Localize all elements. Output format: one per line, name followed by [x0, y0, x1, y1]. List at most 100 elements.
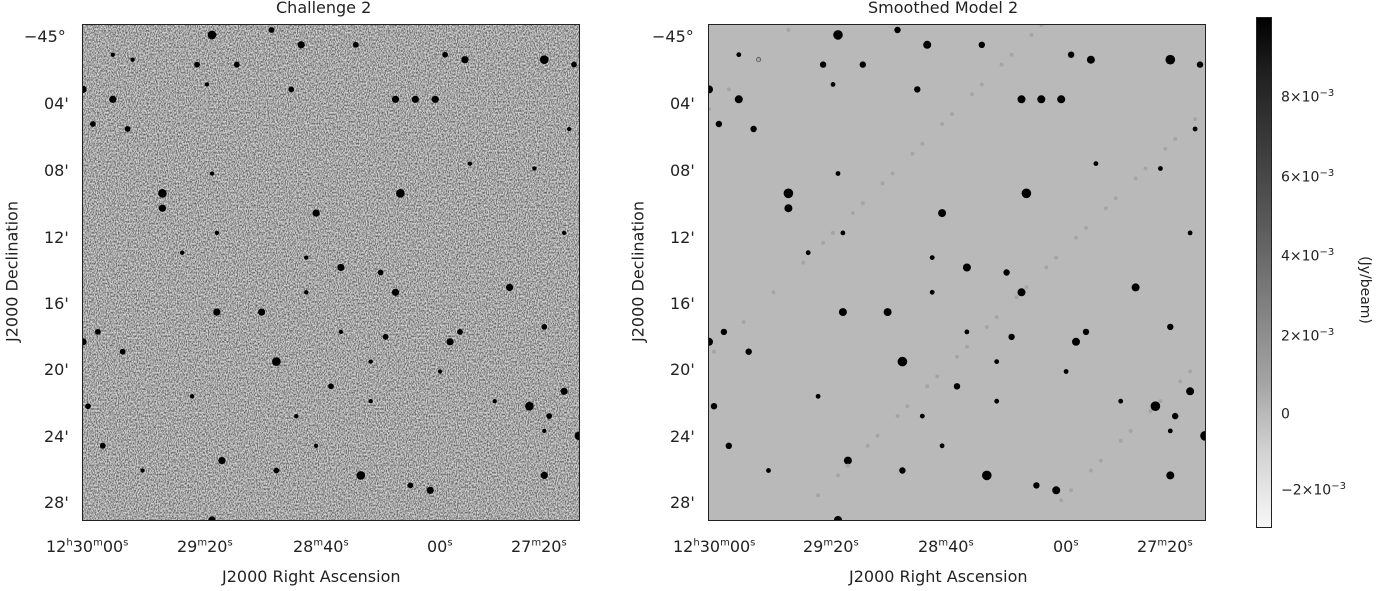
- y-tick-label: 24': [670, 427, 695, 446]
- source-point: [1072, 337, 1080, 346]
- panel-title-challenge: Challenge 2: [276, 0, 372, 17]
- source-point: [268, 27, 275, 33]
- source-point: [492, 399, 497, 404]
- y-tick-label: 20': [44, 360, 69, 379]
- source-point: [1150, 401, 1161, 412]
- y-tick-label: −45°: [652, 27, 694, 46]
- colorbar-tick-label: 2×10−3: [1281, 327, 1335, 345]
- faint-source: [1098, 458, 1103, 463]
- faint-source: [850, 211, 855, 216]
- source-point: [899, 467, 906, 474]
- faint-source: [1148, 409, 1153, 414]
- colorbar-tick-label: 6×10−3: [1281, 168, 1335, 186]
- faint-source: [726, 87, 731, 92]
- source-point: [1131, 283, 1140, 292]
- source-point: [819, 61, 827, 68]
- faint-source: [1054, 255, 1059, 260]
- x-tick-label: 29m20s: [803, 537, 859, 556]
- source-point: [1017, 95, 1026, 104]
- source-point: [833, 30, 843, 40]
- y-tick-label: 16': [44, 294, 69, 313]
- noise-texture: [83, 25, 579, 520]
- faint-source: [1009, 52, 1014, 57]
- faint-source: [845, 463, 850, 468]
- faint-source: [964, 344, 969, 349]
- source-point: [1008, 333, 1015, 341]
- source-point: [426, 486, 434, 494]
- source-point: [356, 471, 366, 480]
- faint-source: [1118, 438, 1123, 443]
- source-point: [715, 120, 723, 128]
- faint-source: [712, 349, 716, 354]
- source-point: [994, 398, 1000, 404]
- faint-source: [1088, 468, 1093, 473]
- source-point: [830, 82, 836, 87]
- source-point: [964, 329, 970, 335]
- faint-source: [950, 112, 954, 117]
- source-point: [962, 263, 971, 272]
- source-point: [304, 255, 309, 260]
- x-tick-label: 12h30m00s: [673, 537, 756, 556]
- source-point: [1158, 166, 1163, 171]
- x-tick-label: 28m40s: [293, 537, 349, 556]
- source-point: [368, 359, 373, 364]
- source-point: [461, 56, 469, 64]
- faint-source: [1188, 369, 1193, 374]
- faint-source: [831, 230, 835, 235]
- source-point: [391, 288, 400, 296]
- faint-source: [955, 354, 959, 359]
- y-tick-label: 24': [44, 427, 69, 446]
- source-point: [396, 188, 405, 198]
- source-point: [835, 171, 841, 176]
- source-point: [843, 456, 852, 465]
- source-point: [213, 308, 221, 316]
- source-point: [288, 86, 295, 93]
- source-point: [1166, 471, 1175, 480]
- source-point: [130, 57, 135, 62]
- y-tick-label: 04': [670, 94, 695, 113]
- source-point: [1172, 412, 1179, 420]
- source-point: [189, 394, 195, 399]
- source-point: [214, 230, 220, 236]
- source-point: [218, 457, 226, 465]
- source-point: [710, 403, 718, 410]
- source-point: [85, 403, 91, 410]
- source-point: [1200, 431, 1205, 441]
- y-tick-label: −45°: [24, 27, 66, 46]
- source-point: [437, 369, 443, 374]
- faint-source: [1024, 285, 1029, 290]
- source-point: [783, 188, 794, 199]
- source-point: [923, 40, 932, 49]
- y-tick-label: 12': [44, 228, 69, 247]
- colorbar-tick-label: 8×10−3: [1281, 88, 1335, 106]
- faint-source: [1143, 166, 1148, 171]
- source-point: [1052, 486, 1061, 495]
- source-point: [83, 85, 87, 93]
- source-point: [1186, 387, 1195, 396]
- source-point: [805, 250, 811, 256]
- faint-source: [979, 82, 984, 87]
- source-point: [313, 443, 319, 448]
- source-point: [566, 126, 572, 132]
- source-point: [446, 338, 454, 346]
- source-point: [1003, 269, 1010, 276]
- faint-source: [1084, 225, 1088, 230]
- y-tick-label: 28': [44, 493, 69, 512]
- source-point: [840, 230, 846, 236]
- source-point: [294, 413, 299, 419]
- source-point: [124, 126, 131, 132]
- faint-source: [925, 384, 930, 389]
- source-point: [158, 204, 166, 212]
- source-point: [929, 255, 935, 260]
- y-tick-label: 12': [670, 228, 695, 247]
- faint-source: [1178, 379, 1183, 384]
- x-axis-title-left: J2000 Right Ascension: [222, 567, 401, 586]
- faint-source: [1069, 488, 1074, 493]
- flat-background: [709, 25, 1205, 520]
- colorbar: [1256, 17, 1272, 528]
- source-point: [338, 329, 344, 335]
- faint-source: [771, 290, 776, 295]
- x-tick-label: 27m20s: [1137, 537, 1193, 556]
- source-point: [272, 357, 281, 366]
- colorbar-tick-label: −2×10−3: [1281, 481, 1346, 499]
